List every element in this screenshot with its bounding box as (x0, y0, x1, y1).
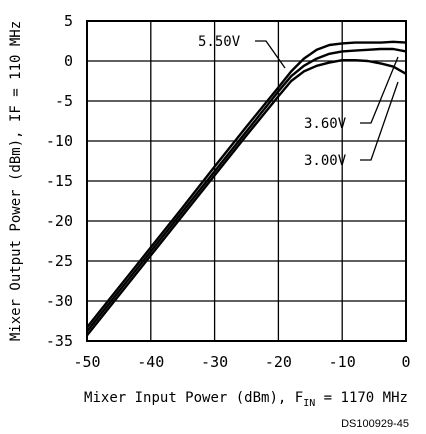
y-tick-label: 5 (64, 12, 73, 30)
tick-labels: 5 0 -5 -10 -15 -20 -25 -30 -35-50 -40 -30 -20 -10 0 (46, 12, 411, 371)
callout-leader-line (255, 40, 286, 69)
x-axis-label-suffix: = 1170 MHz (315, 390, 408, 406)
series-callout-label: 5.50V (198, 34, 241, 50)
y-tick-label: -25 (46, 252, 73, 270)
x-axis-label-subscript: IN (303, 398, 315, 409)
series-line (86, 40, 407, 329)
x-tick-label: -10 (329, 353, 356, 371)
x-tick-label: -30 (201, 353, 228, 371)
x-tick-label: 0 (401, 353, 410, 371)
callout-leader-line (360, 56, 399, 124)
series-line (86, 47, 407, 333)
x-axis-label: Mixer Input Power (dBm), FIN = 1170 MHz (84, 390, 408, 409)
grid-lines (86, 20, 407, 342)
x-tick-label: -50 (73, 353, 100, 371)
x-axis-label-main: Mixer Input Power (dBm), F (84, 390, 303, 406)
callout-leader-line (360, 81, 399, 161)
document-id: DS100929-45 (341, 418, 409, 430)
y-axis-label: Mixer Output Power (dBm), IF = 110 MHz (8, 21, 24, 341)
x-tick-label: -40 (137, 353, 164, 371)
series-callouts: 5.50V 3.60V 3.00V (198, 34, 399, 169)
x-tick-label: -20 (265, 353, 292, 371)
y-tick-label: -15 (46, 172, 73, 190)
y-tick-label: -20 (46, 212, 73, 230)
y-tick-label: -30 (46, 292, 73, 310)
series-callout-label: 3.00V (304, 153, 347, 169)
series-line (86, 59, 407, 337)
plot-frame (86, 20, 407, 342)
data-curves (86, 40, 407, 337)
y-tick-label: -35 (46, 332, 73, 350)
y-tick-label: -10 (46, 132, 73, 150)
y-tick-label: -5 (55, 92, 73, 110)
series-callout-label: 3.60V (304, 116, 347, 132)
y-tick-label: 0 (64, 52, 73, 70)
